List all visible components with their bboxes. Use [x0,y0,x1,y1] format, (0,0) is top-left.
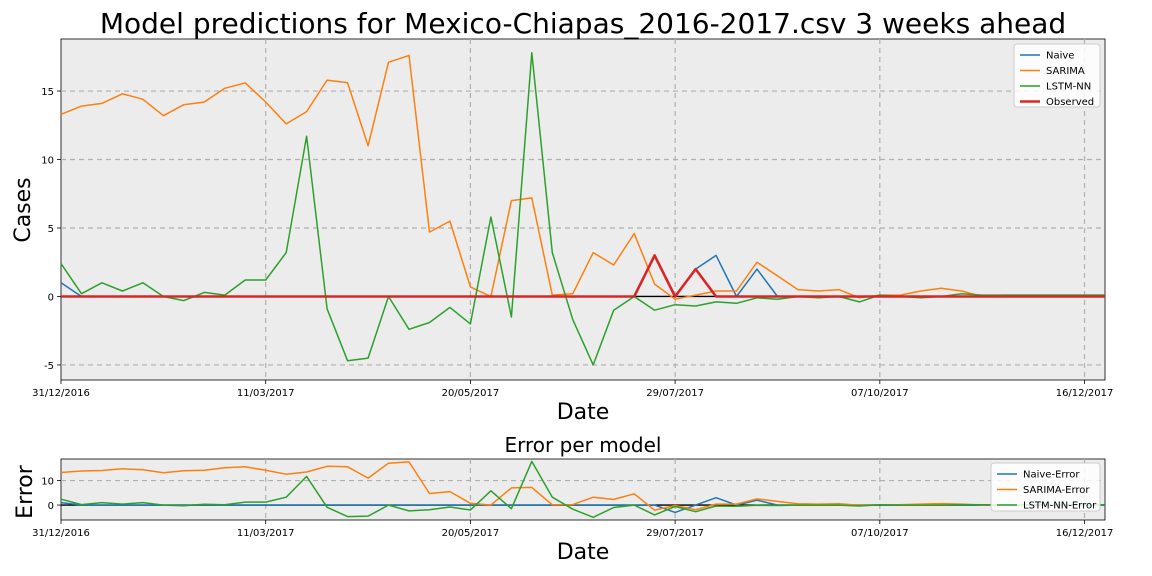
legend-box [990,462,1101,512]
legend-entry: Observed [1046,97,1094,108]
x-tick-label: 07/10/2017 [851,388,909,399]
predictions-plot-area [60,38,1106,381]
predictions-x-ticks: 31/12/2016 11/03/2017 20/05/2017 29/07/2017… [32,380,1113,399]
x-tick-label: 07/10/2017 [851,528,909,539]
x-tick-label: 29/07/2017 [646,528,704,539]
x-tick-label: 16/12/2017 [1056,388,1114,399]
error-series [60,460,1105,519]
x-tick-label: 31/12/2016 [32,528,90,539]
series-line-observed [61,254,1105,298]
predictions-title: Model predictions for Mexico-Chiapas_201… [100,7,1066,40]
series-line-lstm-nn-error [60,460,1105,519]
x-tick-label: 11/03/2017 [237,528,295,539]
predictions-legend: Naive SARIMA LSTM-NN Observed [1013,43,1101,108]
legend-entry: LSTM-NN [1046,82,1091,93]
x-tick-label: 16/12/2017 [1056,528,1114,539]
error-legend: Naive-Error SARIMA-Error LSTM-NN-Error [990,462,1101,512]
y-tick-label: -5 [44,361,54,372]
y-tick-label: 15 [41,87,54,98]
predictions-chart: -5 0 5 10 15 31/12/2016 11/03/2017 20/05/2017 2… [11,7,1113,425]
y-tick-label: 10 [41,477,54,488]
error-title: Error per model [505,433,662,457]
predictions-series [60,51,1105,366]
y-tick-label: 10 [41,156,54,167]
series-line-sarima-error [60,461,1105,511]
x-tick-label: 29/07/2017 [646,388,704,399]
x-tick-label: 31/12/2016 [32,388,90,399]
series-line-sarima [60,54,1105,300]
legend-box [1013,43,1101,108]
error-x-ticks: 31/12/2016 11/03/2017 20/05/2017 29/07/2017… [32,520,1113,539]
legend-entry: Naive [1046,51,1074,62]
x-tick-label: 20/05/2017 [442,388,500,399]
legend-entry: SARIMA-Error [1023,485,1090,496]
predictions-y-axis-label: Cases [11,177,36,242]
y-tick-label: 0 [48,292,54,303]
legend-entry: SARIMA [1046,66,1085,77]
x-tick-label: 11/03/2017 [237,388,295,399]
error-plot-area [60,458,1106,521]
predictions-y-ticks: -5 0 5 10 15 [41,87,61,372]
error-y-ticks: 0 10 [41,477,61,512]
error-x-axis-label: Date [557,540,610,565]
legend-entry: Naive-Error [1023,470,1080,481]
x-tick-label: 20/05/2017 [442,528,500,539]
error-y-axis-label: Error [13,464,38,519]
predictions-x-axis-label: Date [557,400,610,425]
legend-entry: LSTM-NN-Error [1023,501,1097,512]
y-tick-label: 5 [48,224,54,235]
y-tick-label: 0 [48,501,54,512]
error-chart: 0 10 31/12/2016 11/03/2017 20/05/2017 29/07/… [13,433,1113,565]
